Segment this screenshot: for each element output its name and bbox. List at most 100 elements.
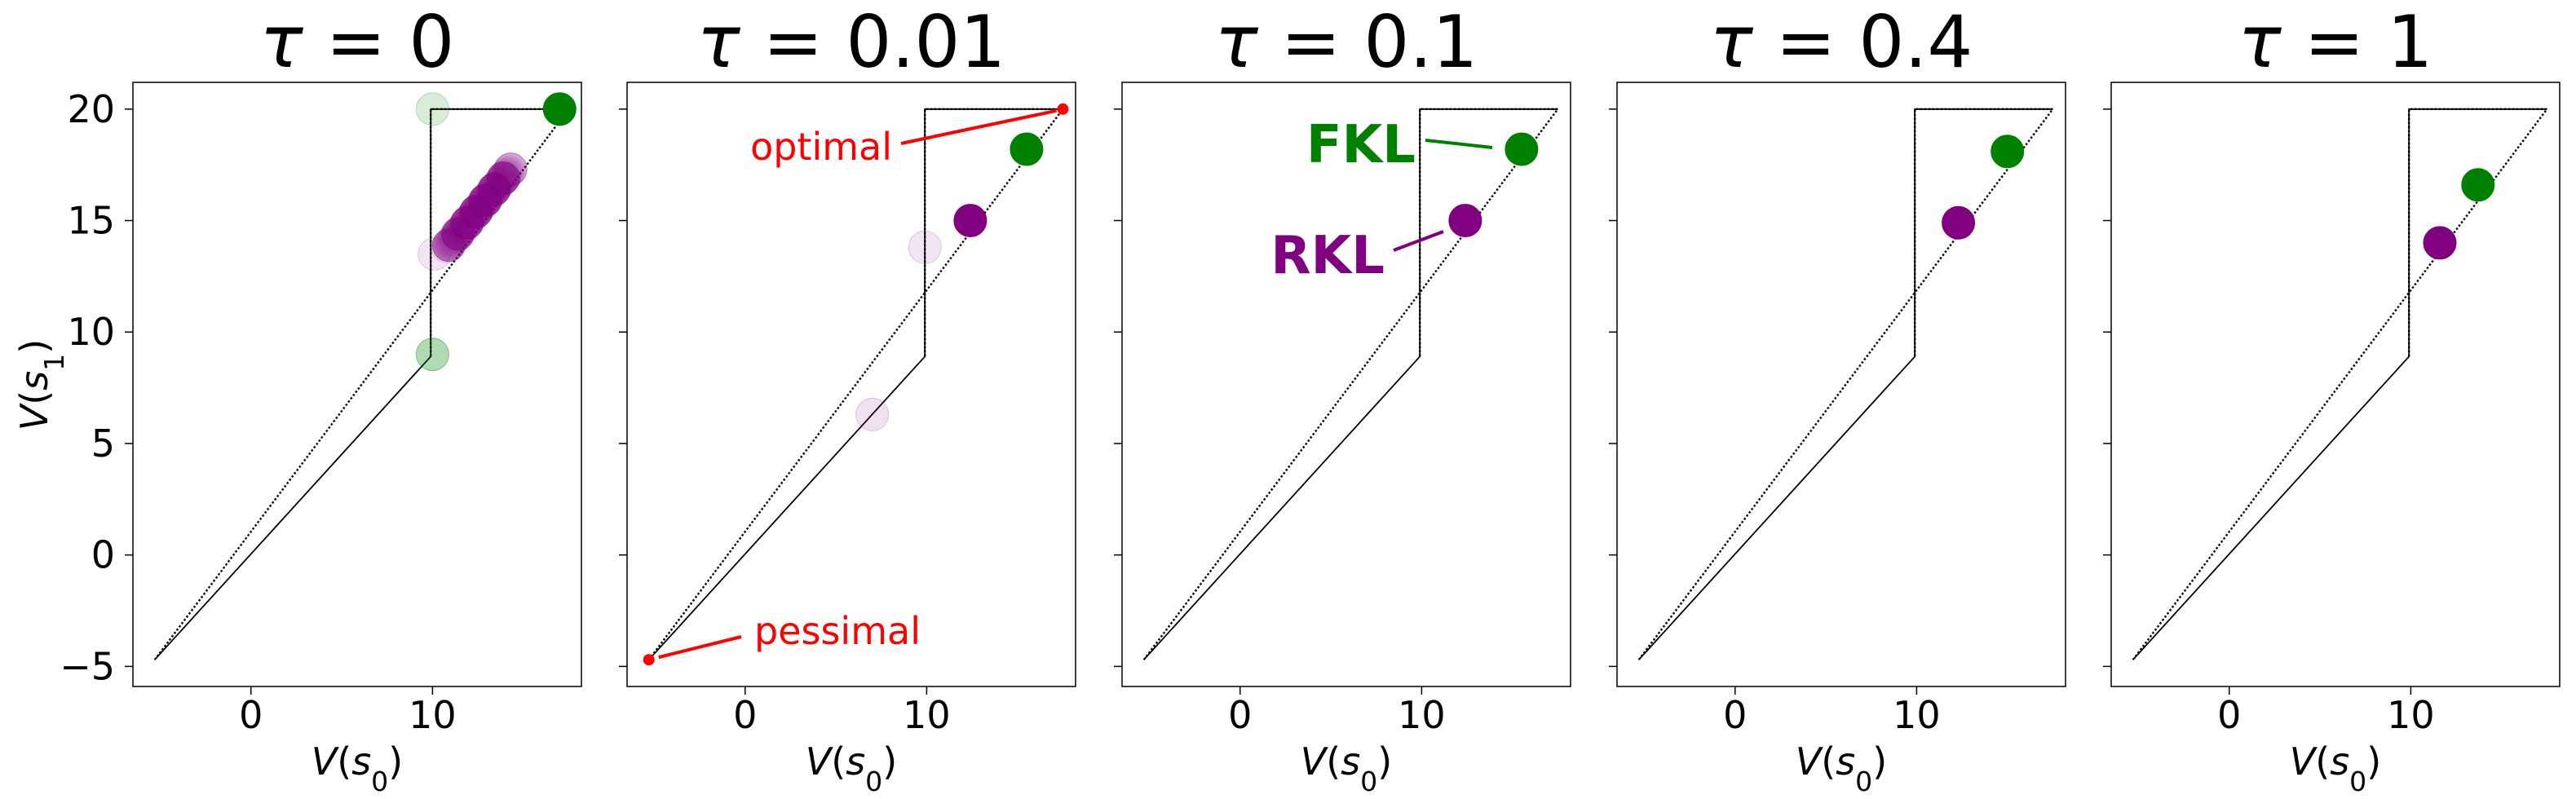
x-tick-label: 0 (733, 693, 757, 737)
axes-frame (2110, 82, 2561, 687)
panel-2: τ = 0.01 0 10V(s0) optimal pessimal (619, 0, 1076, 797)
rkl-point (453, 202, 487, 236)
x-axis-label: V(s0) (1796, 739, 1887, 797)
rkl-point (443, 215, 476, 249)
x-tick-label: 10 (2387, 693, 2435, 737)
rkl-point (464, 189, 497, 223)
fkl-point (1010, 132, 1044, 166)
fkl-arrow (1425, 139, 1493, 149)
x-axis-label: V(s0) (312, 739, 403, 797)
pessimal-label: pessimal (754, 609, 921, 653)
axes-frame (1121, 82, 1571, 687)
rkl-arrow (1393, 230, 1444, 252)
rkl-point (1448, 204, 1482, 237)
rkl-point (466, 187, 499, 220)
boundary-solid (154, 108, 569, 660)
rkl-point (488, 161, 521, 194)
rkl-point (448, 208, 482, 241)
fkl-point (415, 338, 449, 372)
rkl-point (475, 175, 509, 209)
rkl-point (478, 172, 511, 205)
rkl-point (492, 155, 525, 188)
rkl-point (479, 170, 513, 203)
x-axis-label: V(s0) (1301, 739, 1392, 797)
y-tick-label: 5 (91, 422, 115, 466)
fkl-label: FKL (1306, 115, 1416, 175)
y-tick-label: 15 (67, 199, 115, 243)
y-axis-label: V(s1) (12, 339, 70, 430)
rkl-point (444, 214, 478, 247)
rkl-point (908, 230, 942, 264)
rkl-point (1942, 205, 1976, 240)
rkl-point (493, 152, 528, 187)
rkl-point (467, 185, 501, 219)
rkl-point (486, 161, 520, 196)
panel-title: τ = 0.1 (1215, 0, 1478, 84)
panel-3: τ = 0.1 0 10V(s0) FKL RKL (1114, 0, 1571, 797)
rkl-point (431, 231, 464, 264)
rkl-point (460, 195, 493, 228)
rkl-point (489, 159, 523, 192)
x-tick-label: 10 (1398, 693, 1446, 737)
pessimal-point (643, 654, 655, 666)
x-tick-label: 0 (239, 693, 263, 737)
boundary-solid (1638, 108, 2053, 660)
axes-frame (626, 82, 1076, 687)
rkl-point (434, 227, 466, 260)
fkl-point (2461, 168, 2495, 202)
rkl-point (452, 204, 485, 237)
rkl-point (450, 206, 484, 240)
panel-title: τ = 0.4 (1710, 0, 1973, 84)
axes-frame (132, 82, 582, 687)
rkl-point (855, 397, 890, 431)
rkl-point (448, 210, 480, 243)
y-tick-label: −5 (60, 644, 115, 688)
x-tick-label: 0 (1228, 693, 1252, 737)
panel-5: τ = 1 0 10V(s0) (2103, 0, 2561, 797)
fkl-point (1505, 132, 1539, 166)
x-axis-label: V(s0) (806, 739, 897, 797)
panel-title: τ = 0 (260, 0, 455, 84)
y-tick-label: 20 (67, 87, 115, 131)
boundary-dotted (1142, 108, 1560, 660)
boundary-solid (648, 108, 1063, 660)
rkl-point (441, 218, 475, 251)
x-tick-label: 10 (1893, 693, 1941, 737)
boundary-solid (2132, 108, 2547, 660)
panel-1: τ = 0 0 10 −5 0 5 10 15 20 V(s0) (60, 0, 582, 797)
boundary-solid (1143, 108, 1558, 660)
rkl-point (491, 157, 524, 190)
panel-title: τ = 0.01 (697, 0, 1006, 84)
optimal-label: optimal (750, 125, 892, 169)
rkl-point (458, 196, 492, 230)
axes-frame (1616, 82, 2066, 687)
rkl-point (432, 229, 466, 262)
rkl-point (953, 204, 988, 237)
rkl-point (2423, 226, 2457, 260)
rkl-point (455, 201, 488, 234)
x-tick-label: 10 (409, 693, 457, 737)
fkl-point (542, 92, 577, 126)
boundary-dotted (647, 108, 1065, 660)
fkl-point (1991, 135, 2025, 169)
y-tick-label: 0 (91, 533, 115, 577)
rkl-point (436, 223, 470, 256)
optimal-point (1057, 103, 1069, 115)
rkl-point (438, 221, 471, 254)
rkl-point (484, 165, 518, 197)
x-axis-label: V(s0) (2290, 739, 2381, 797)
rkl-point (440, 219, 473, 253)
y-tick-label: 10 (67, 310, 115, 354)
panel-title: τ = 1 (2238, 0, 2433, 84)
fkl-point (415, 92, 449, 126)
boundary-dotted (1637, 108, 2055, 660)
rkl-point (481, 168, 515, 201)
rkl-point (462, 192, 495, 226)
rkl-point (477, 174, 510, 207)
rkl-label: RKL (1270, 226, 1385, 286)
rkl-point (457, 198, 490, 232)
optimal-arrow (900, 108, 1057, 145)
x-tick-label: 10 (903, 693, 951, 737)
rkl-point (435, 225, 468, 258)
